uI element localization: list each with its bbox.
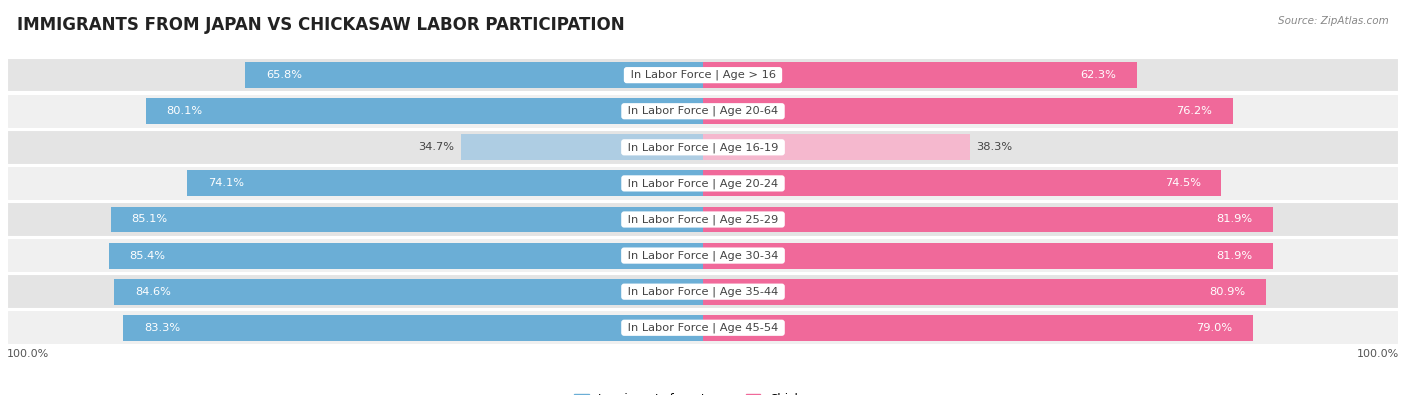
Text: 74.5%: 74.5% (1164, 179, 1201, 188)
Bar (703, 243, 1272, 269)
Bar (187, 170, 703, 196)
Bar (108, 243, 703, 269)
Text: 76.2%: 76.2% (1177, 106, 1212, 116)
Text: 81.9%: 81.9% (1216, 250, 1253, 261)
Text: 84.6%: 84.6% (135, 287, 172, 297)
Bar (7, 202, 1399, 237)
Text: In Labor Force | Age 30-34: In Labor Force | Age 30-34 (624, 250, 782, 261)
Bar (703, 98, 1233, 124)
Text: IMMIGRANTS FROM JAPAN VS CHICKASAW LABOR PARTICIPATION: IMMIGRANTS FROM JAPAN VS CHICKASAW LABOR… (17, 16, 624, 34)
Bar (7, 94, 1399, 128)
Text: 38.3%: 38.3% (977, 142, 1012, 152)
Bar (703, 279, 1265, 305)
Text: Source: ZipAtlas.com: Source: ZipAtlas.com (1278, 16, 1389, 26)
Text: 85.4%: 85.4% (129, 250, 166, 261)
Text: 100.0%: 100.0% (1357, 350, 1399, 359)
Text: 85.1%: 85.1% (132, 214, 167, 224)
Text: 100.0%: 100.0% (7, 350, 49, 359)
Text: 65.8%: 65.8% (266, 70, 302, 80)
Bar (703, 170, 1222, 196)
Bar (7, 166, 1399, 201)
Text: In Labor Force | Age 20-24: In Labor Force | Age 20-24 (624, 178, 782, 189)
Bar (7, 58, 1399, 92)
Text: 74.1%: 74.1% (208, 179, 245, 188)
Text: 62.3%: 62.3% (1080, 70, 1116, 80)
Text: 80.1%: 80.1% (166, 106, 202, 116)
Bar (703, 62, 1136, 88)
Bar (146, 98, 703, 124)
Text: In Labor Force | Age > 16: In Labor Force | Age > 16 (627, 70, 779, 81)
Bar (7, 238, 1399, 273)
Text: 80.9%: 80.9% (1209, 287, 1246, 297)
Text: In Labor Force | Age 45-54: In Labor Force | Age 45-54 (624, 322, 782, 333)
Text: In Labor Force | Age 20-64: In Labor Force | Age 20-64 (624, 106, 782, 117)
Bar (461, 134, 703, 160)
Text: In Labor Force | Age 25-29: In Labor Force | Age 25-29 (624, 214, 782, 225)
Text: In Labor Force | Age 16-19: In Labor Force | Age 16-19 (624, 142, 782, 152)
Bar (245, 62, 703, 88)
Text: In Labor Force | Age 35-44: In Labor Force | Age 35-44 (624, 286, 782, 297)
Bar (703, 134, 970, 160)
Bar (703, 315, 1253, 341)
Bar (124, 315, 703, 341)
Text: 79.0%: 79.0% (1197, 323, 1232, 333)
Text: 81.9%: 81.9% (1216, 214, 1253, 224)
Bar (114, 279, 703, 305)
Bar (7, 310, 1399, 345)
Bar (7, 130, 1399, 165)
Bar (7, 275, 1399, 309)
Bar (111, 207, 703, 233)
Text: 83.3%: 83.3% (145, 323, 180, 333)
Bar (703, 207, 1272, 233)
Text: 34.7%: 34.7% (419, 142, 454, 152)
Legend: Immigrants from Japan, Chickasaw: Immigrants from Japan, Chickasaw (575, 393, 831, 395)
